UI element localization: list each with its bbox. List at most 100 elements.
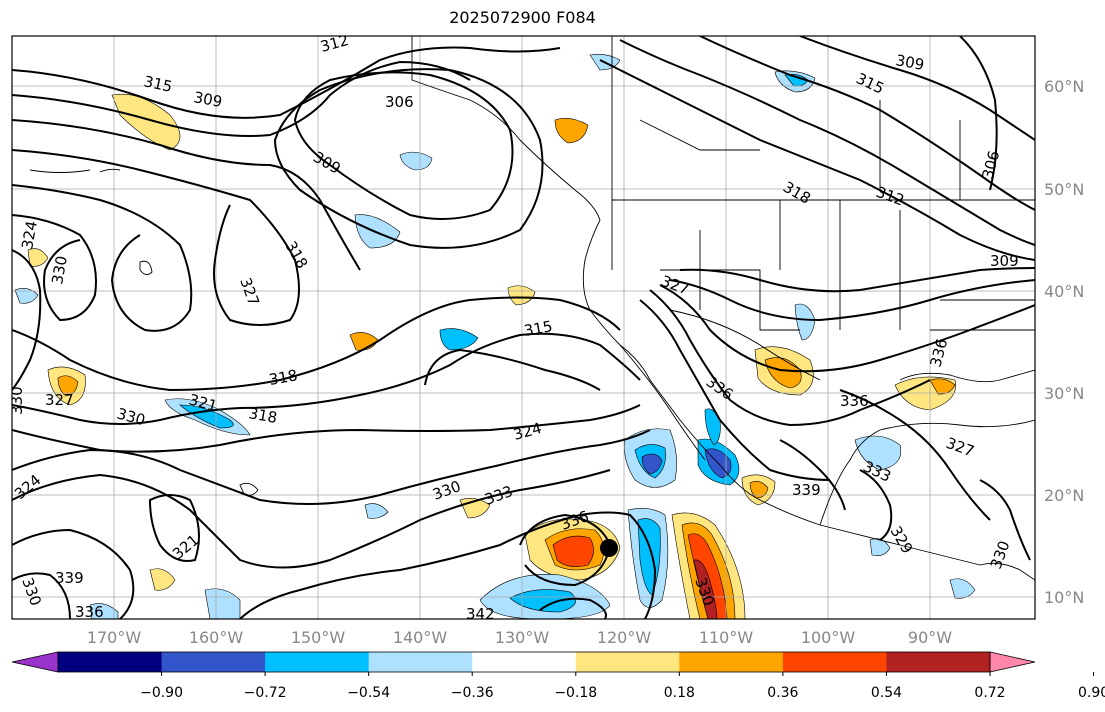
contour-label: 309 [192,88,223,111]
negative-anomaly-area [354,214,401,249]
coastline [899,369,1035,383]
contour-line [12,119,361,271]
colorbar-tick-label: −0.36 [451,685,494,701]
contour-label: 324 [18,219,41,250]
colorbar-swatch [472,652,577,672]
contour-label: 342 [466,605,495,623]
contour-label: 336 [75,603,104,621]
border [669,309,821,381]
contour-line [699,36,1035,211]
colorbar-tick-label: 0.90 [1078,685,1105,701]
contour-label: 318 [247,404,278,427]
colorbar-max-extend [989,651,1036,673]
contour-label: 315 [523,317,554,340]
contour-line [859,469,893,541]
colorbar-swatch [265,652,370,672]
contour-line [599,59,1035,261]
positive-anomaly-area [57,375,79,397]
contour-label: 306 [385,93,414,111]
lon-tick: 90°W [908,628,952,647]
colorbar-tick-label: 0.72 [974,685,1005,701]
contour-label: 309 [894,51,925,74]
graticule [12,36,1035,619]
contour-line [679,267,1035,293]
contour-line [424,348,601,391]
lat-tick: 50°N [1044,180,1084,199]
contour-lines [12,36,1035,619]
lon-tick: 130°W [495,628,550,647]
contour-line [12,60,471,137]
positive-anomaly-area [554,118,589,144]
colorbar-min-extend [11,651,59,673]
contour-line [12,46,561,119]
positive-anomaly-area [749,481,769,499]
negative-anomaly-area [854,435,902,471]
colorbar-swatch [886,652,991,672]
negative-anomaly-area [509,589,576,613]
colorbar-tick-label: −0.18 [554,685,597,701]
island [139,260,153,275]
negative-anomaly-area [204,588,241,619]
colorbar-swatch [782,652,887,672]
lat-tick: 30°N [1044,384,1084,403]
positive-anomaly-area [693,559,718,619]
contour-line [293,71,514,220]
contour-line [779,439,846,511]
contour-line [669,279,1035,322]
border [639,119,760,151]
colorbar-tick-label: −0.54 [347,685,390,701]
contour-line [619,39,1035,246]
coastline [582,219,981,566]
lon-tick: 100°W [801,628,856,647]
positive-anomaly-area [27,248,49,267]
lon-tick: 170°W [87,628,142,647]
lat-tick-labels: 60°N 50°N 40°N 30°N 20°N 10°N [1044,77,1084,607]
lat-tick: 10°N [1044,588,1084,607]
colorbar-tick-label: 0.36 [767,685,798,701]
positive-anomaly-area [929,378,956,395]
contour-label: 315 [142,72,174,96]
contour-label: 318 [268,366,299,389]
negative-anomaly-area [89,603,119,619]
storm-center-marker [600,539,618,557]
contour-line [979,479,1031,561]
colorbar-outline [57,651,991,673]
island [99,168,121,173]
negative-anomaly-area [399,151,433,171]
plot-frame [11,35,1036,620]
positive-anomaly-area [149,568,176,591]
contour-line [273,68,544,249]
colorbar-tick-label: −0.72 [244,685,287,701]
colorbar-labels: −0.90 −0.72 −0.54 −0.36 −0.18 0.18 0.36 0.54 0.7… [140,672,1105,701]
contour-line [239,511,657,619]
colorbar-swatch [161,652,266,672]
contour-label: 327 [45,391,74,409]
colorbar-tick-label: −0.90 [140,685,183,701]
coastline [411,36,601,221]
contour-line [12,214,97,322]
island [29,169,91,173]
contour-line [659,284,1035,373]
contour-label: 330 [48,254,71,285]
negative-anomaly-area [704,408,721,446]
negative-anomaly-area [14,288,39,304]
lat-tick: 20°N [1044,486,1084,505]
contour-line [12,249,42,391]
negative-anomaly-area [869,538,891,556]
contour-line [799,36,1035,141]
negative-anomaly-area [641,453,663,475]
contour-label: 339 [55,569,84,587]
lon-tick: 120°W [597,628,652,647]
negative-anomaly-area [179,404,234,429]
plot-area [12,36,1035,619]
contour-line [12,184,193,332]
colorbar-swatch [575,652,680,672]
lon-tick: 140°W [393,628,448,647]
colorbar [11,651,1036,673]
lon-tick: 110°W [699,628,754,647]
colorbar-tick-label: 0.18 [664,685,695,701]
baja [619,344,706,461]
colorbar-swatch [679,652,784,672]
negative-anomaly-area [439,328,479,351]
